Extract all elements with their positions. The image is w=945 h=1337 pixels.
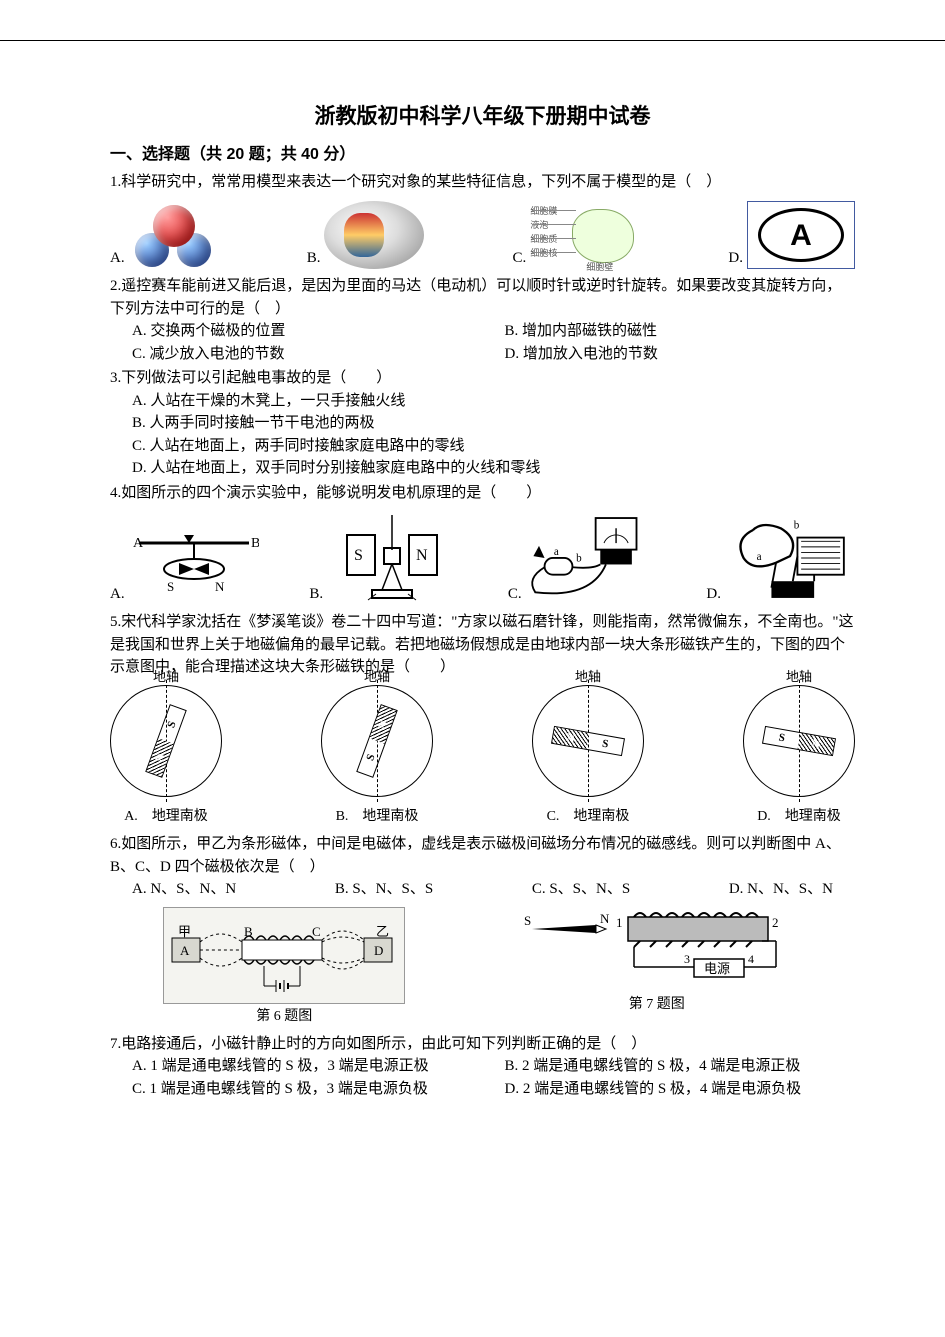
svg-text:a: a: [553, 546, 558, 558]
q7-opt-d: D. 2 端是通电螺线管的 S 极，4 端是电源负极: [483, 1078, 856, 1101]
svg-text:a: a: [757, 550, 762, 562]
q7-opt-a: A. 1 端是通电螺线管的 S 极，3 端是电源正极: [110, 1055, 483, 1078]
q2-opt-d: D. 增加放入电池的节数: [483, 343, 856, 366]
svg-text:3: 3: [684, 952, 690, 966]
q6-opt-d: D. N、N、S、N: [729, 878, 833, 901]
svg-text:S: S: [524, 913, 531, 928]
section-1-header: 一、选择题（共 20 题；共 40 分）: [110, 143, 855, 167]
q7-options: A. 1 端是通电螺线管的 S 极，3 端是电源正极 B. 2 端是通电螺线管的…: [110, 1055, 855, 1100]
molecule-model-icon: [129, 199, 219, 269]
q2-opt-b: B. 增加内部磁铁的磁性: [483, 320, 856, 343]
q5-opt-d: 地轴 S N D. 地理南极: [743, 685, 855, 828]
svg-text:甲: 甲: [178, 924, 191, 939]
earth-magnet-a-icon: N S: [110, 685, 222, 797]
q3-opt-a: A. 人站在干燥的木凳上，一只手接触火线: [110, 390, 855, 413]
q5-opt-c: 地轴 N S C. 地理南极: [532, 685, 644, 828]
question-5: 5.宋代科学家沈括在《梦溪笔谈》卷二十四中写道："方家以磁石磨针锋，则能指南，然…: [110, 611, 855, 827]
q1-opt-c: C. 细胞膜 液泡 细胞质 细胞核 细胞壁: [513, 201, 641, 269]
magnet-swing-icon: S N: [327, 510, 457, 605]
q6-opt-a: A. N、S、N、N: [132, 878, 236, 901]
question-2: 2.遥控赛车能前进又能后退，是因为里面的马达（电动机）可以顺时针或逆时针旋转。如…: [110, 275, 855, 365]
svg-text:A: A: [133, 536, 144, 551]
earth-magnet-d-icon: S N: [743, 685, 855, 797]
earth-magnet-c-icon: N S: [532, 685, 644, 797]
question-7: 7.电路接通后，小磁针静止时的方向如图所示，由此可知下列判断正确的是（ ） A.…: [110, 1033, 855, 1101]
electromagnet-bar-icon: 甲 A 乙 D B C: [163, 907, 405, 1004]
galvanometer-magnet-icon: a b: [526, 510, 656, 605]
exam-page: 浙教版初中科学八年级下册期中试卷 一、选择题（共 20 题；共 40 分） 1.…: [0, 40, 945, 1132]
q3-opt-d: D. 人站在地面上，双手同时分别接触家庭电路中的火线和零线: [110, 457, 855, 480]
figure-row-6-7: 甲 A 乙 D B C: [110, 907, 855, 1027]
q4-opt-c: C. a b: [508, 510, 656, 605]
svg-text:A: A: [180, 943, 190, 958]
question-1: 1.科学研究中，常常用模型来表达一个研究对象的某些特征信息，下列不属于模型的是（…: [110, 171, 855, 270]
compass-wire-icon: A B S N: [129, 510, 259, 605]
svg-text:S: S: [167, 579, 174, 594]
cell-diagram-icon: 细胞膜 液泡 细胞质 细胞核 细胞壁: [530, 201, 640, 269]
q6-text: 6.如图所示，甲乙为条形磁体，中间是电磁体，虚线是表示磁极间磁场分布情况的磁感线…: [110, 833, 855, 878]
solenoid-compass-icon: S N 1 2 3 4 电源: [512, 907, 802, 992]
q5-opt-a: 地轴 N S A. 地理南极: [110, 685, 222, 828]
figure-q7: S N 1 2 3 4 电源: [512, 907, 802, 1027]
q2-options: A. 交换两个磁极的位置 B. 增加内部磁铁的磁性 C. 减少放入电池的节数 D…: [110, 320, 855, 365]
q5-text: 5.宋代科学家沈括在《梦溪笔谈》卷二十四中写道："方家以磁石磨针锋，则能指南，然…: [110, 611, 855, 679]
q4-opt-b: B. S N: [309, 510, 457, 605]
eye-model-icon: [324, 201, 424, 269]
figure-q6: 甲 A 乙 D B C: [163, 907, 405, 1027]
q1-opt-d: D. A: [728, 201, 855, 269]
earth-magnet-b-icon: S N: [321, 685, 433, 797]
q3-text: 3.下列做法可以引起触电事故的是（ ）: [110, 367, 855, 390]
q2-opt-a: A. 交换两个磁极的位置: [110, 320, 483, 343]
svg-text:S: S: [354, 547, 363, 564]
question-6: 6.如图所示，甲乙为条形磁体，中间是电磁体，虚线是表示磁极间磁场分布情况的磁感线…: [110, 833, 855, 901]
svg-text:b: b: [794, 519, 800, 531]
svg-text:4: 4: [748, 952, 754, 966]
svg-text:电源: 电源: [704, 961, 730, 976]
q7-opt-b: B. 2 端是通电螺线管的 S 极，4 端是电源正极: [483, 1055, 856, 1078]
q5-opt-b: 地轴 S N B. 地理南极: [321, 685, 433, 828]
svg-text:N: N: [600, 911, 610, 926]
q7-text: 7.电路接通后，小磁针静止时的方向如图所示，由此可知下列判断正确的是（ ）: [110, 1033, 855, 1056]
q2-text: 2.遥控赛车能前进又能后退，是因为里面的马达（电动机）可以顺时针或逆时针旋转。如…: [110, 275, 855, 320]
question-4: 4.如图所示的四个演示实验中，能够说明发电机原理的是（ ） A. A B S N: [110, 482, 855, 606]
q1-text: 1.科学研究中，常常用模型来表达一个研究对象的某些特征信息，下列不属于模型的是（…: [110, 171, 855, 194]
svg-text:N: N: [416, 547, 428, 564]
q1-opt-b: B.: [307, 201, 425, 269]
svg-text:B: B: [244, 924, 253, 939]
motor-circuit-icon: a b: [725, 510, 855, 605]
svg-text:2: 2: [772, 915, 779, 930]
svg-text:C: C: [312, 924, 321, 939]
q4-options-row: A. A B S N B.: [110, 510, 855, 605]
q6-options: A. N、S、N、N B. S、N、S、S C. S、S、N、S D. N、N、…: [110, 878, 855, 901]
q5-options-row: 地轴 N S A. 地理南极 地轴: [110, 685, 855, 828]
svg-text:1: 1: [616, 915, 623, 930]
exam-title: 浙教版初中科学八年级下册期中试卷: [110, 101, 855, 133]
q3-opt-c: C. 人站在地面上，两手同时接触家庭电路中的零线: [110, 435, 855, 458]
q2-opt-c: C. 减少放入电池的节数: [110, 343, 483, 366]
q1-options-row: A. B. C. 细胞膜 液泡 细胞质: [110, 199, 855, 269]
q6-opt-b: B. S、N、S、S: [335, 878, 433, 901]
q1-opt-a: A.: [110, 199, 219, 269]
q3-opt-b: B. 人两手同时接触一节干电池的两极: [110, 412, 855, 435]
svg-text:b: b: [576, 553, 582, 565]
svg-text:N: N: [215, 579, 225, 594]
q4-text: 4.如图所示的四个演示实验中，能够说明发电机原理的是（ ）: [110, 482, 855, 505]
q4-opt-a: A. A B S N: [110, 510, 259, 605]
q7-opt-c: C. 1 端是通电螺线管的 S 极，3 端是电源负极: [110, 1078, 483, 1101]
q6-opt-c: C. S、S、N、S: [532, 878, 630, 901]
svg-text:D: D: [374, 943, 383, 958]
question-3: 3.下列做法可以引起触电事故的是（ ） A. 人站在干燥的木凳上，一只手接触火线…: [110, 367, 855, 480]
letter-a-ellipse-icon: A: [747, 201, 855, 269]
svg-text:乙: 乙: [376, 924, 389, 939]
svg-text:B: B: [251, 536, 259, 551]
q4-opt-d: D. a b: [706, 510, 855, 605]
